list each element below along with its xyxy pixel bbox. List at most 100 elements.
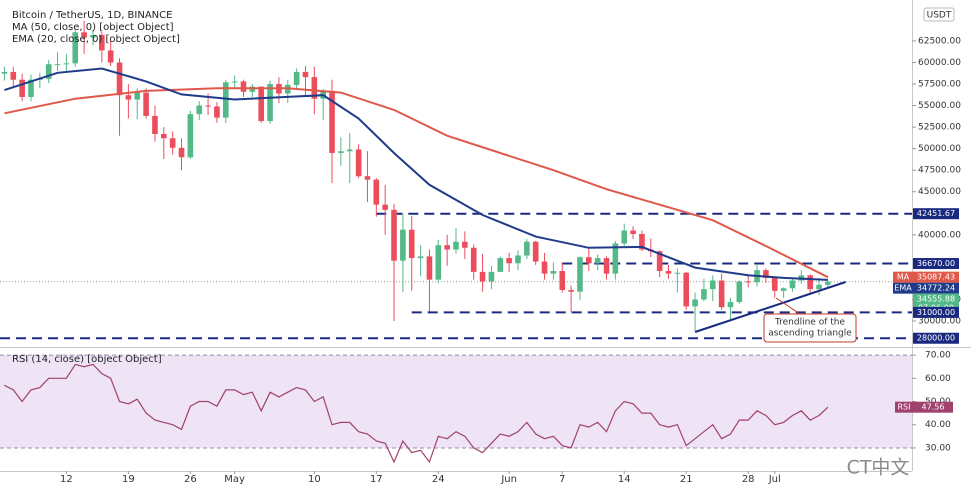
y-tick-label: 55000.00 [918, 101, 961, 111]
candle-body [143, 92, 149, 116]
candle-body [763, 270, 769, 278]
candle-body [479, 271, 486, 282]
candle-body [488, 271, 495, 282]
candle-body [550, 271, 557, 274]
candle-body [205, 105, 211, 107]
x-tick-label: 24 [432, 474, 445, 485]
annotation-box [763, 313, 857, 343]
candle-body [222, 82, 229, 118]
x-tick-label: 21 [680, 474, 693, 485]
candle-body [1, 71, 8, 74]
candle-body [683, 272, 690, 307]
indicator-legend: MA (50, close, 0) [object Object] [12, 22, 174, 33]
price-tag-label: 31000.00 [917, 308, 955, 317]
watermark: CT中文 [847, 457, 910, 479]
candle-body [10, 71, 17, 80]
candle-body [603, 258, 610, 274]
y-tick-label: 30000.00 [918, 317, 961, 327]
rsi-value-label: 47.56 [922, 403, 945, 412]
plot: 62500.00 60000.00 57500.00 55000.00 52500.00… [0, 20, 961, 485]
candle-body [382, 204, 388, 210]
candle-body [417, 256, 424, 259]
candle-body [116, 62, 123, 96]
x-tick-label: 26 [184, 474, 197, 485]
candle-body [630, 230, 636, 234]
indicator-tag-label: EMA [894, 284, 912, 293]
candle-body [621, 230, 628, 244]
x-tick-label: 19 [122, 474, 135, 485]
moving-average [4, 67, 828, 281]
x-tick-label: 10 [308, 474, 321, 485]
candle-body [346, 149, 353, 152]
x-tick-label: Jul [768, 474, 781, 485]
candle-body [72, 32, 79, 64]
x-tick-label: 7 [559, 474, 565, 485]
candle-body [81, 32, 87, 38]
y-tick-label: 62500.00 [918, 36, 961, 46]
y-tick-label: 40000.00 [918, 230, 961, 240]
candle-body [586, 257, 592, 264]
candle-body [63, 63, 70, 65]
unit-box [923, 7, 955, 22]
rsi-title: RSI (14, close) [object Object] [12, 354, 162, 365]
candle-body [187, 114, 194, 158]
price-tag-label: 36670.00 [917, 259, 955, 268]
candle-body [701, 289, 707, 300]
candle-body [789, 280, 796, 289]
y-tick-label: 60.00 [925, 374, 951, 384]
price-tag-label: 42451.67 [917, 209, 955, 218]
price-tag-label: 34772.24 [917, 284, 955, 293]
price-tag [913, 332, 959, 344]
candle-body [736, 281, 743, 303]
candle-body [258, 86, 265, 122]
candle-body [453, 241, 459, 250]
candle-body [771, 277, 778, 291]
candle-body [125, 95, 132, 100]
candle-body [169, 138, 176, 148]
x-tick-label: 28 [742, 474, 755, 485]
candle-body [727, 302, 734, 308]
candle-body [807, 275, 813, 290]
indicator-tag [893, 271, 913, 283]
x-tick-label: Jun [500, 474, 517, 485]
candle-body [462, 241, 468, 248]
candle-body [329, 90, 335, 153]
candle-body [373, 179, 380, 205]
candle-body [780, 288, 787, 291]
candle-body [19, 79, 25, 97]
annotation-text: ascending triangle [768, 329, 852, 339]
candle-body [692, 299, 698, 307]
candle-body [178, 147, 185, 158]
price-tag [913, 208, 959, 220]
candle-body [54, 64, 61, 66]
chart-title: Bitcoin / TetherUS, 1D, BINANCE [12, 10, 172, 21]
candle-body [718, 280, 725, 308]
indicator-tag-label: MA [897, 273, 910, 282]
price-tag [913, 271, 959, 283]
candle-body [196, 105, 203, 115]
x-tick-label: 17 [370, 474, 383, 485]
indicator-tag [893, 282, 913, 294]
candle-body [497, 258, 504, 272]
candle-body [107, 50, 114, 63]
rsi-line [4, 363, 829, 464]
y-tick-label: 30.00 [925, 443, 951, 453]
candle-body [214, 106, 220, 118]
candle-body [231, 81, 238, 83]
price-tag [913, 258, 959, 270]
candle-body [400, 229, 406, 261]
candle-body [45, 64, 52, 79]
candle-body [444, 245, 450, 250]
candle-body [612, 243, 619, 274]
candle-body [532, 241, 539, 262]
candle-body [541, 261, 548, 274]
candle-body [240, 81, 247, 92]
rsi-tag-label: RSI [898, 403, 911, 412]
rsi-band [0, 355, 912, 448]
candle-body [825, 281, 831, 285]
candle-body [594, 258, 601, 264]
candle-body [656, 251, 663, 272]
candle-body [709, 280, 716, 290]
x-tick-label: 12 [60, 474, 73, 485]
